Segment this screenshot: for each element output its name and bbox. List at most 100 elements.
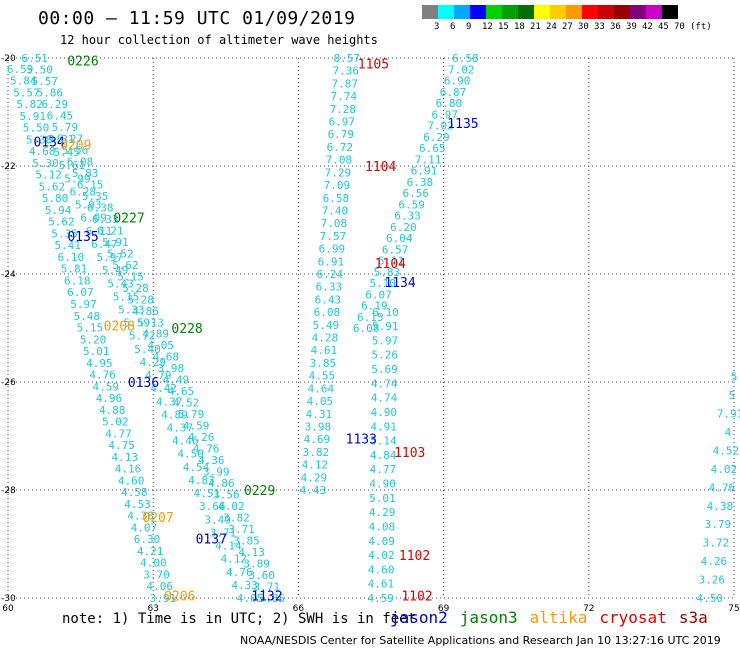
swh-value: 4.28 — [312, 332, 339, 345]
map-subtitle: 12 hour collection of altimeter wave hei… — [60, 33, 378, 47]
swh-value: 6.11 — [86, 225, 113, 238]
swh-value: 4.58 — [121, 486, 148, 499]
legend-swatch — [582, 5, 598, 19]
swh-value: 3.56 — [213, 489, 240, 502]
swh-value: 7.09 — [324, 179, 351, 192]
swh-value: 3.70 — [143, 568, 170, 581]
mission-name-cryosat: cryosat — [599, 608, 667, 627]
lat-tick-label: -24 — [1, 270, 16, 280]
color-legend — [422, 5, 678, 24]
swh-value: 3.85 — [310, 357, 337, 370]
swh-value: 6.07 — [67, 286, 94, 299]
swh-value: 5.61 — [59, 159, 86, 172]
legend-swatch — [646, 5, 662, 19]
mission-name-jason2: jason2 — [390, 608, 448, 627]
swh-value: 7.02 — [427, 120, 454, 133]
swh-value: 4.14 — [215, 540, 242, 553]
swh-value: 4.50 — [177, 448, 204, 461]
swh-value: 4.74 — [371, 377, 398, 390]
swh-value: 3.85 — [233, 535, 260, 548]
swh-value: 6.51 — [21, 52, 48, 65]
swh-value: 4.96 — [96, 392, 123, 405]
swh-value: 4.37 — [156, 395, 183, 408]
swh-value: 6.58 — [323, 192, 350, 205]
swh-value: 7.02 — [448, 63, 475, 76]
swh-value: 7.87 — [332, 77, 359, 90]
swh-value: 5.40 — [134, 343, 161, 356]
swh-value: 4.12 — [221, 553, 248, 566]
swh-value: 5.49 — [313, 319, 340, 332]
swh-value: 5.35 — [51, 227, 78, 240]
swh-value: 4.76 — [709, 481, 736, 494]
legend-swatch — [534, 5, 550, 19]
swh-value: 4.54 — [183, 461, 210, 474]
swh-value: 4.21 — [137, 545, 164, 558]
swh-value: 4.43 — [300, 484, 327, 497]
swh-value: 5.91 — [372, 320, 399, 333]
swh-value: 6.08 — [314, 306, 341, 319]
swh-value: 4.00 — [140, 557, 167, 570]
swh-value: 5.33 — [118, 303, 145, 316]
swh-value: 6.27 — [57, 132, 84, 145]
swh-value: 4.68 — [153, 351, 180, 364]
swh-value: 6.30 — [134, 533, 161, 546]
swh-value: 4.64 — [308, 382, 335, 395]
swh-value: 3.49 — [204, 513, 231, 526]
lat-tick-label: -28 — [1, 486, 16, 496]
swh-value: 5.45 — [53, 146, 80, 159]
legend-label: 45 — [658, 22, 669, 32]
swh-value: 6.21 — [97, 224, 124, 237]
swh-value: 4.37 — [167, 422, 194, 435]
swh-value: 6.45 — [47, 109, 74, 122]
swh-value: 6.80 — [436, 97, 463, 110]
pass-time-label: 0206 — [164, 589, 195, 604]
legend-swatch — [614, 5, 630, 19]
swh-value: 5.14 — [370, 435, 397, 448]
swh-value: 4.38 — [127, 510, 154, 523]
mission-legend: jason2 jason3 altika cryosat s3a — [390, 608, 720, 627]
swh-value: 4.05 — [148, 339, 175, 352]
pass-time-label: 1135 — [447, 117, 478, 132]
pass-time-label: 1134 — [384, 276, 415, 291]
legend-swatch — [502, 5, 518, 19]
swh-value: 5.72 — [129, 330, 156, 343]
swh-value: 4.84 — [370, 449, 397, 462]
swh-value: 4.49 — [163, 374, 190, 387]
swh-value: 4.76 — [226, 566, 253, 579]
pass-time-label: 1104 — [365, 160, 396, 175]
swh-value: 5.82 — [16, 98, 43, 111]
swh-value: 4.91 — [370, 420, 397, 433]
swh-value: 5.59 — [123, 317, 150, 330]
axis-labels: 60 63 66 69 72 75 -20 -22 -24 -26 -28 -30 — [1, 54, 740, 614]
swh-value: 6.97 — [431, 108, 458, 121]
map-grid — [7, 57, 735, 599]
swh-value: 5.62 — [39, 180, 66, 193]
swh-value: 5.43 — [107, 277, 134, 290]
swh-tracks: 6.515.505.575.866.296.455.796.275.566.08… — [7, 52, 740, 605]
swh-value: 5.94 — [45, 204, 72, 217]
swh-value: 6.72 — [327, 141, 354, 154]
swh-value: 4.88 — [99, 404, 126, 417]
swh-value: 4.31 — [306, 408, 333, 421]
legend-swatch — [598, 5, 614, 19]
swh-value: 4.07 — [131, 521, 158, 534]
swh-value: 5 — [731, 371, 738, 384]
legend-swatch — [422, 5, 438, 19]
swh-value: 3.85 — [259, 592, 286, 605]
swh-value: 6.10 — [372, 306, 399, 319]
legend-label: 18 — [514, 22, 525, 32]
swh-value: 4.86 — [132, 305, 159, 318]
swh-value: 4.12 — [302, 459, 329, 472]
swh-value: 6.99 — [319, 243, 346, 256]
mission-name-altika: altika — [529, 608, 588, 627]
swh-value: 6.28 — [70, 185, 97, 198]
swh-value: 7.91 — [717, 408, 740, 421]
swh-value: 4.29 — [140, 356, 167, 369]
swh-value: 6.38 — [87, 201, 114, 214]
swh-value: 3.91 — [150, 592, 177, 605]
swh-value: 6.59 — [398, 198, 425, 211]
swh-value: 4.05 — [237, 592, 264, 605]
swh-value: 5.10 — [369, 277, 396, 290]
swh-value: 6.20 — [390, 221, 417, 234]
swh-value: 5.50 — [23, 122, 50, 135]
